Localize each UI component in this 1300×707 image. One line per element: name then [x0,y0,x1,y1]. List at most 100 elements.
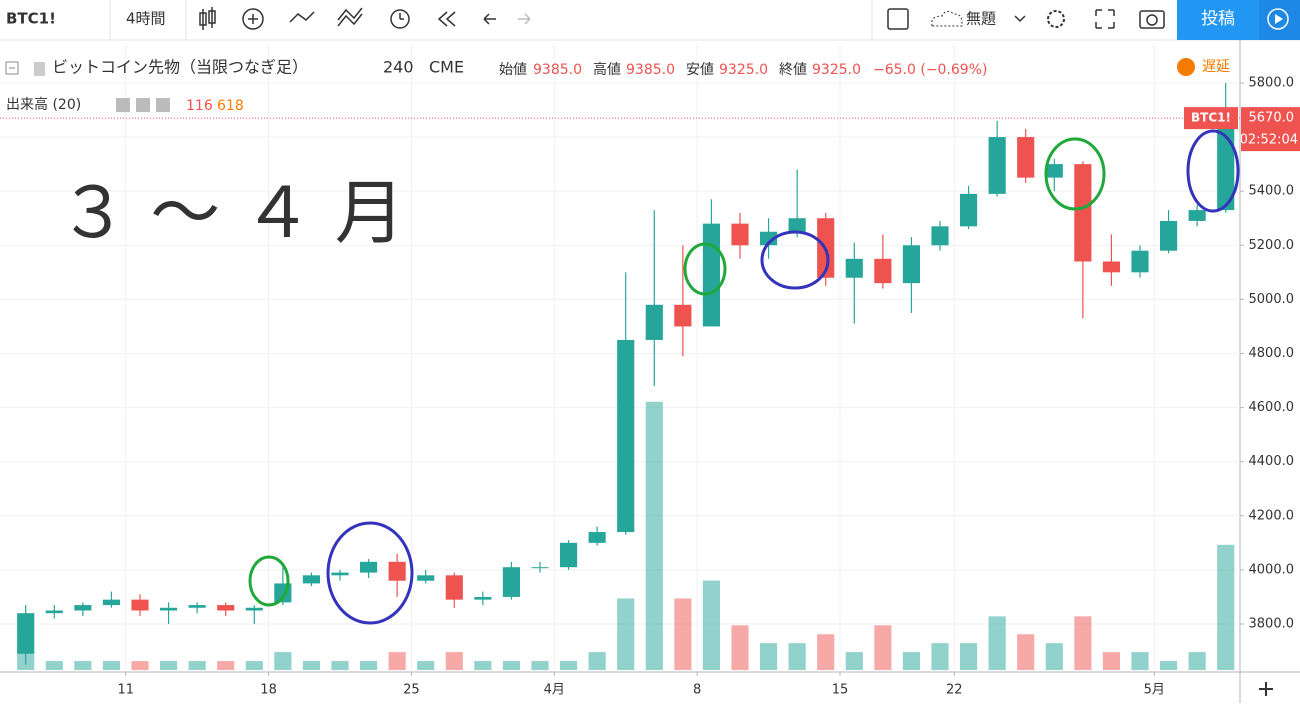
circle-blue[interactable] [326,521,414,625]
candle-body [731,223,749,246]
drawings [248,129,1240,625]
volume-bar [674,598,692,670]
play-triangle [1275,14,1283,24]
volume-bar [645,401,663,670]
legend-name: ビットコイン先物（当限つなぎ足） [52,58,308,77]
candle-body [560,542,578,568]
candle-body [760,231,778,246]
open-value: 9385.0 [533,62,582,78]
candle-body [188,605,206,608]
replay-icon[interactable] [437,11,456,27]
candle-body [702,223,720,327]
volume-bar [902,652,920,670]
redo-icon[interactable] [518,13,531,25]
candle-body [445,575,463,600]
candle-body [388,561,406,581]
high-label: 高値 [593,61,621,78]
volume-bar [874,625,892,670]
symbol-button[interactable]: BTC1! [6,10,56,28]
candle-body [45,610,63,614]
volume-bar [45,661,63,670]
alert-icon[interactable] [390,9,410,29]
volume-value: 116 [186,98,213,114]
candle-body [502,567,520,597]
indicators-icon[interactable] [242,8,264,30]
volume-bar [274,652,292,670]
x-tick-label: 5月 [1144,683,1165,698]
circle-blue[interactable] [1186,129,1240,213]
volume-bar [931,643,949,670]
candle-body [217,605,235,611]
volume-pane [17,401,1235,670]
price-tag [1241,107,1300,152]
circle-green[interactable] [683,242,727,296]
symbol-tag-label: BTC1! [1191,111,1231,125]
y-tick-label: 5200.0 [1249,238,1295,253]
circle-green[interactable] [248,555,290,607]
close-small-icon[interactable] [156,98,170,112]
cloud-icon[interactable] [931,10,963,27]
candle-body [331,572,349,576]
publish-label[interactable]: 投稿 [1201,9,1235,29]
close-value: 9325.0 [812,62,861,78]
compare-icon[interactable] [289,11,315,23]
candle-body [1131,250,1149,273]
publish-button[interactable] [1177,0,1259,40]
candle-body [1017,137,1035,178]
volume-bar [360,661,378,670]
candle-body [245,607,263,611]
symbol-tag [1184,107,1238,130]
chart-type-icon[interactable] [199,7,216,30]
x-tick-label: 4月 [544,683,565,698]
close-label: 終値 [779,62,807,78]
volume-bar [988,616,1006,670]
candle-body [874,258,892,284]
candle-body [674,304,692,327]
volume-bar [388,652,406,670]
candle-body [902,245,920,284]
expand-icon[interactable] [1095,9,1115,29]
volume-bar [702,580,720,670]
circle-blue[interactable] [760,230,830,290]
legend-interval: 240 [383,58,414,77]
volume-label: 出来高 (20) [6,96,81,113]
volume-bar [474,661,492,670]
volume-bar [1102,652,1120,670]
candle-body [845,258,863,278]
volume-bar [74,661,92,670]
volume-bar [588,652,606,670]
candle-body [74,605,92,611]
volume-bar [731,625,749,670]
fullscreen-rect-icon[interactable] [887,8,909,30]
volume-bar [845,652,863,670]
price-tag-label: 5670.0 [1249,111,1295,126]
volume-bar [788,643,806,670]
layout-name[interactable]: 無題 [966,10,996,28]
undo-icon[interactable] [483,13,496,25]
snapshot-icon[interactable] [1139,10,1165,29]
delayed-label: 遅延 [1202,59,1230,75]
settings-icon[interactable] [1047,10,1065,28]
volume-bar [1160,661,1178,670]
volume-bar [1074,616,1092,670]
play-icon[interactable] [1267,8,1289,30]
open-label: 始値 [499,62,527,78]
candle-body [617,339,635,533]
x-tick-label: 15 [832,683,849,698]
layout-dropdown[interactable] [1014,15,1026,23]
interval-button[interactable]: 4時間 [126,10,166,28]
eye-icon[interactable] [116,98,130,112]
y-tick-label: 3800.0 [1249,617,1295,632]
x-tick-label: 22 [946,683,963,698]
volume-bar [1131,652,1149,670]
settings-small-icon[interactable] [136,98,150,112]
candle-body [1045,164,1063,178]
x-tick-label: 11 [117,683,134,698]
candle-body [302,575,320,584]
studies-icon[interactable] [337,7,363,27]
candle-body [1188,210,1206,221]
y-tick-label: 4800.0 [1249,346,1295,361]
circle-green[interactable] [1044,137,1106,211]
collapse-icon[interactable] [5,61,19,75]
axis-settings-icon[interactable] [1259,682,1273,696]
